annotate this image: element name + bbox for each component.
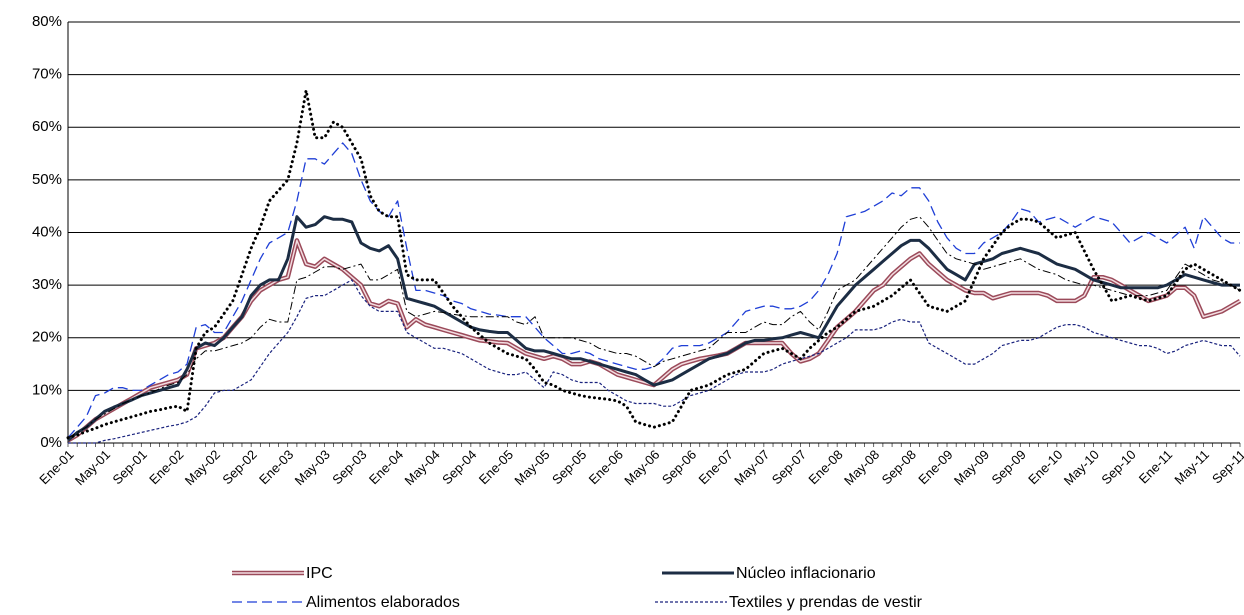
x-tick-label: May-08 [841, 447, 882, 488]
series-line [67, 215, 1240, 442]
x-tick-label: Ene-10 [1025, 447, 1065, 487]
x-tick-label: Sep-02 [219, 447, 259, 487]
series-line [67, 216, 1241, 439]
y-tick-label: 80% [32, 13, 62, 30]
x-tick-label: Sep-03 [329, 447, 369, 487]
x-tick-label: Ene-02 [146, 447, 186, 487]
y-tick-label: 20% [32, 329, 62, 346]
x-tick-label: Ene-03 [256, 447, 296, 487]
legend-label: IPC [306, 565, 333, 582]
x-tick-label: Ene-04 [366, 447, 406, 487]
x-tick-label: May-09 [951, 447, 992, 488]
y-tick-label: 0% [40, 434, 62, 451]
x-tick-label: May-05 [511, 447, 552, 488]
x-tick-label: Sep-05 [549, 447, 589, 487]
x-tick-label: Ene-11 [1136, 447, 1176, 487]
y-tick-label: 10% [32, 381, 62, 398]
x-tick-label: Sep-06 [659, 447, 699, 487]
series-line [66, 238, 1242, 443]
y-tick-label: 70% [32, 66, 62, 83]
series-line [67, 239, 1241, 442]
x-tick-label: Ene-09 [915, 447, 955, 487]
legend-label: Alimentos elaborados [306, 594, 460, 611]
x-tick-label: Sep-07 [769, 447, 809, 487]
x-tick-label: Sep-01 [110, 447, 150, 487]
series-line [68, 279, 1241, 444]
legend-label: Núcleo inflacionario [736, 565, 876, 582]
x-tick-label: Ene-01 [36, 447, 76, 487]
series-line [67, 142, 1240, 439]
x-tick-label: May-01 [72, 447, 113, 488]
x-tick-label: May-02 [182, 447, 223, 488]
x-tick-label: May-11 [1171, 447, 1212, 488]
x-tick-label: Ene-07 [696, 447, 736, 487]
y-tick-label: 60% [32, 118, 62, 135]
x-tick-label: May-10 [1061, 447, 1102, 488]
x-tick-label: Ene-08 [805, 447, 845, 487]
x-tick-label: May-03 [292, 447, 333, 488]
x-tick-label: Sep-08 [879, 447, 919, 487]
x-tick-label: Sep-10 [1098, 447, 1138, 487]
series-line [66, 88, 1242, 440]
x-tick-label: May-07 [731, 447, 772, 488]
x-tick-label: May-04 [402, 447, 443, 488]
x-tick-label: Sep-09 [989, 447, 1029, 487]
x-tick-label: Sep-11 [1209, 447, 1244, 487]
y-tick-label: 30% [32, 276, 62, 293]
x-tick-label: May-06 [621, 447, 662, 488]
y-tick-label: 50% [32, 171, 62, 188]
y-tick-label: 40% [32, 223, 62, 240]
legend-label: Textiles y prendas de vestir [729, 594, 923, 611]
x-tick-label: Sep-04 [439, 447, 479, 487]
x-tick-label: Ene-05 [476, 447, 516, 487]
x-tick-label: Ene-06 [586, 447, 626, 487]
